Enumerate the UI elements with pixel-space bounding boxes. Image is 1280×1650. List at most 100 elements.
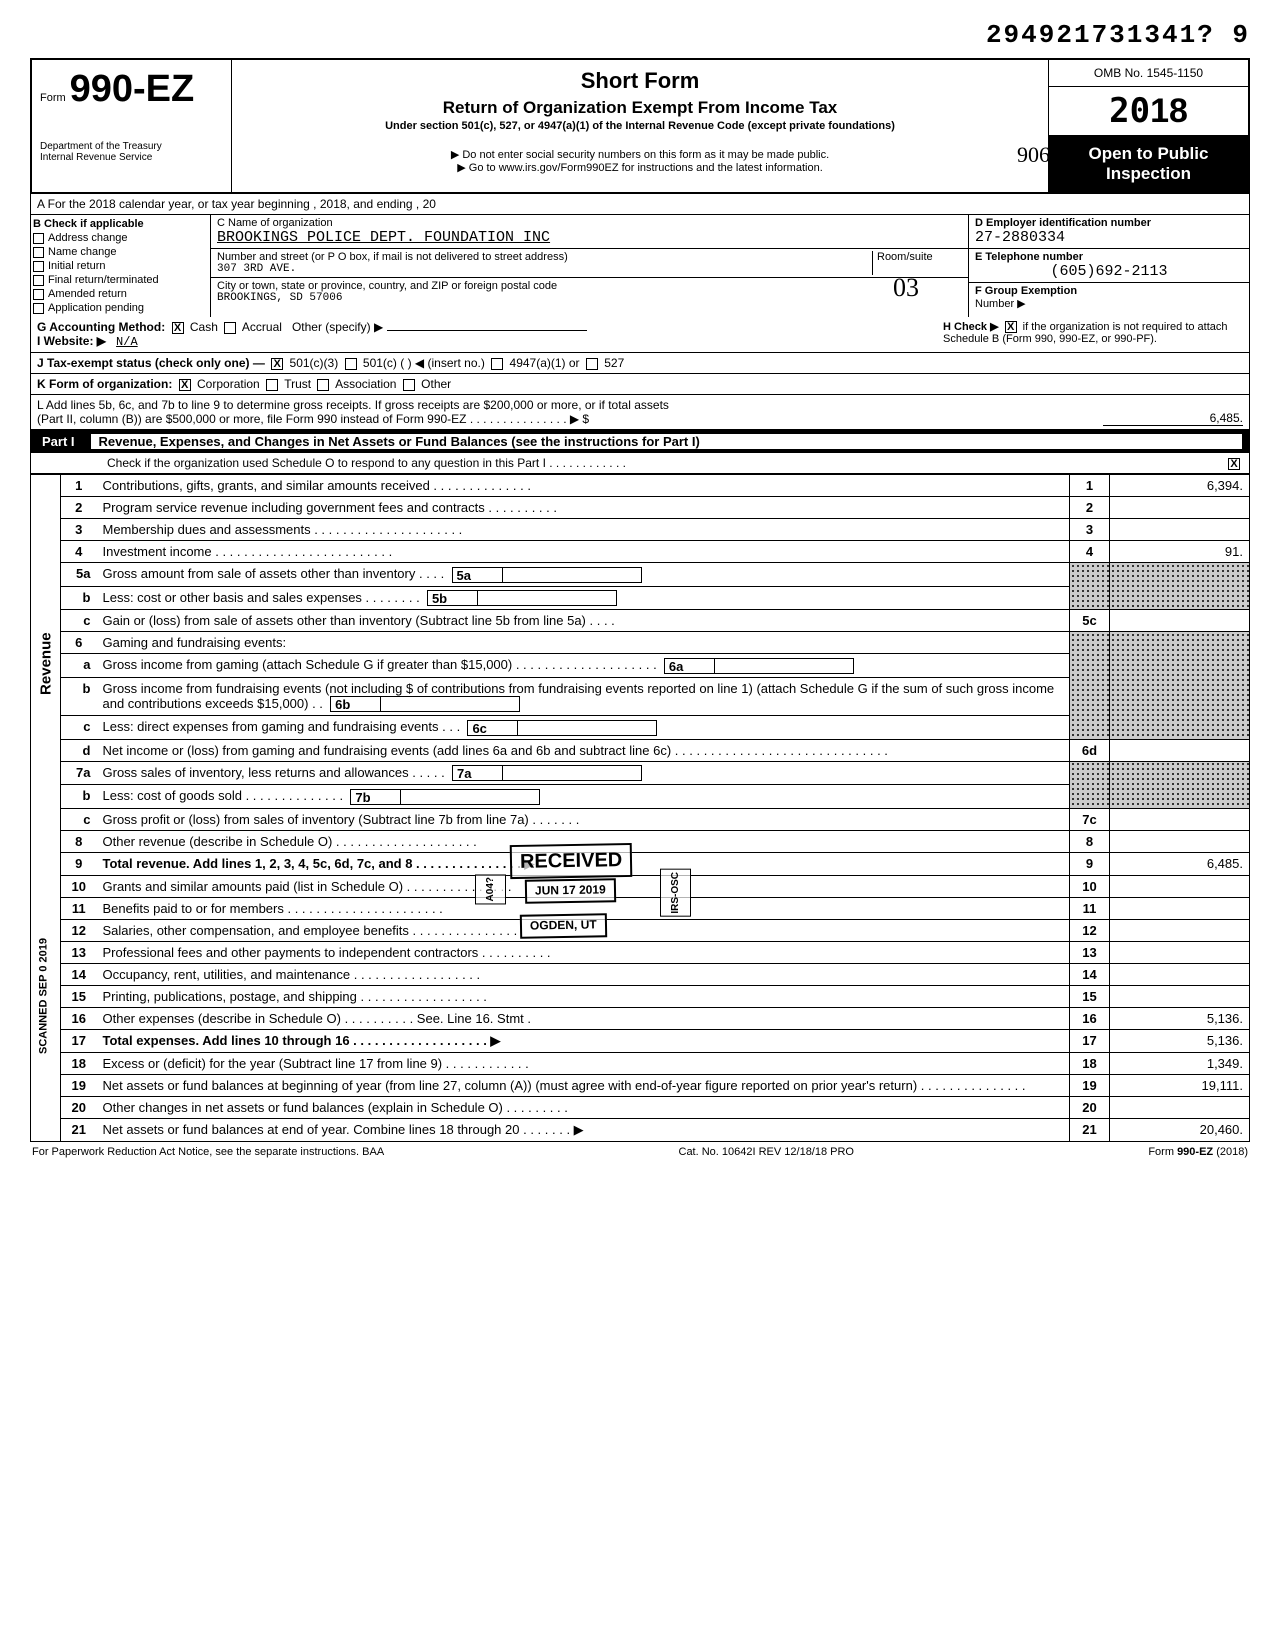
addr-label: Number and street (or P O box, if mail i…: [217, 251, 872, 263]
line-6d-amount: [1110, 739, 1250, 761]
part-1-title: Revenue, Expenses, and Changes in Net As…: [91, 434, 1242, 449]
line-11-amount: [1110, 897, 1250, 919]
line-17-amount: 5,136.: [1110, 1029, 1250, 1052]
line-16-amount: 5,136.: [1110, 1007, 1250, 1029]
footer-paperwork: For Paperwork Reduction Act Notice, see …: [32, 1146, 384, 1158]
line-10-amount: [1110, 875, 1250, 897]
right-header-cell: OMB No. 1545-1150 2018 Open to Public In…: [1048, 60, 1248, 192]
line-5c-amount: [1110, 610, 1250, 632]
chk-final-return[interactable]: Final return/terminated: [33, 273, 208, 287]
street-address: 307 3RD AVE.: [217, 263, 872, 275]
revenue-side-label: Revenue: [31, 475, 61, 853]
line-12-amount: [1110, 919, 1250, 941]
footer-form-ref: Form Form 990-EZ (2018)990-EZ (2018): [1148, 1146, 1248, 1158]
row-j: J Tax-exempt status (check only one) — X…: [30, 353, 1250, 374]
room-handwritten: 03: [893, 273, 919, 303]
page-footer: For Paperwork Reduction Act Notice, see …: [30, 1142, 1250, 1162]
tax-year: 2018: [1049, 87, 1248, 136]
b-label: B Check if applicable: [33, 217, 208, 231]
chk-amended-return[interactable]: Amended return: [33, 287, 208, 301]
stamp-side-right: IRS-OSC: [660, 869, 691, 917]
line-2-amount: [1110, 497, 1250, 519]
document-id: 294921731341? 9: [30, 20, 1250, 50]
chk-501c[interactable]: [345, 358, 357, 370]
city-label: City or town, state or province, country…: [217, 280, 962, 292]
chk-name-change[interactable]: Name change: [33, 245, 208, 259]
handwritten-906: 906: [1017, 142, 1050, 168]
line-14-amount: [1110, 963, 1250, 985]
form-number-cell: Form 990-EZ Department of the Treasury I…: [32, 60, 232, 192]
line-7c-amount: [1110, 808, 1250, 830]
line-15-amount: [1110, 985, 1250, 1007]
chk-initial-return[interactable]: Initial return: [33, 259, 208, 273]
chk-trust[interactable]: [266, 379, 278, 391]
form-prefix: Form: [40, 92, 66, 104]
chk-schedule-o[interactable]: X: [1228, 458, 1240, 470]
column-de: D Employer identification number 27-2880…: [969, 215, 1249, 317]
line-20-amount: [1110, 1096, 1250, 1118]
e-label: E Telephone number: [975, 251, 1243, 263]
line-21-amount: 20,460.: [1110, 1118, 1250, 1141]
chk-501c3[interactable]: X: [271, 358, 283, 370]
dept-irs: Internal Revenue Service: [40, 152, 223, 163]
line-1-amount: 6,394.: [1110, 475, 1250, 497]
website-value: N/A: [116, 335, 138, 349]
line-13-amount: [1110, 941, 1250, 963]
chk-accrual[interactable]: [224, 322, 236, 334]
line-3-amount: [1110, 519, 1250, 541]
dept-treasury: Department of the Treasury: [40, 111, 223, 152]
under-section: Under section 501(c), 527, or 4947(a)(1)…: [240, 120, 1040, 132]
line-19-amount: 19,111.: [1110, 1074, 1250, 1096]
line-4-amount: 91.: [1110, 541, 1250, 563]
city-state-zip: BROOKINGS, SD 57006: [217, 292, 962, 304]
part-1-label: Part I: [38, 434, 91, 449]
received-stamp: RECEIVED: [510, 843, 633, 879]
room-label: Room/suite: [877, 251, 962, 263]
omb-number: OMB No. 1545-1150: [1049, 60, 1248, 87]
row-i: I Website: ▶ N/A: [37, 334, 943, 349]
chk-cash[interactable]: X: [172, 322, 184, 334]
note-website: ▶ Go to www.irs.gov/Form990EZ for instru…: [240, 161, 1040, 174]
f-label: F Group Exemption: [975, 285, 1243, 297]
column-b-checkboxes: B Check if applicable Address change Nam…: [31, 215, 211, 317]
line-18-amount: 1,349.: [1110, 1052, 1250, 1074]
ein: 27-2880334: [975, 229, 1243, 246]
column-c-org-info: C Name of organization BROOKINGS POLICE …: [211, 215, 969, 317]
row-g: G Accounting Method: X Cash Accrual Othe…: [37, 320, 943, 334]
chk-address-change[interactable]: Address change: [33, 231, 208, 245]
org-name: BROOKINGS POLICE DEPT. FOUNDATION INC: [217, 229, 962, 246]
part-1-header: Part I Revenue, Expenses, and Changes in…: [30, 430, 1250, 453]
form-header: Form 990-EZ Department of the Treasury I…: [30, 58, 1250, 194]
row-a-calendar-year: A For the 2018 calendar year, or tax yea…: [30, 194, 1250, 215]
line-8-amount: [1110, 830, 1250, 852]
line-9-amount: 6,485.: [1110, 852, 1250, 875]
gross-receipts-amount: 6,485.: [1103, 411, 1243, 426]
open-to-public: Open to Public Inspection: [1049, 136, 1248, 192]
row-h: H Check ▶ X if the organization is not r…: [943, 320, 1243, 349]
chk-527[interactable]: [586, 358, 598, 370]
telephone: (605)692-2113: [975, 263, 1243, 280]
chk-application-pending[interactable]: Application pending: [33, 301, 208, 315]
d-label: D Employer identification number: [975, 217, 1243, 229]
chk-association[interactable]: [317, 379, 329, 391]
c-label: C Name of organization: [217, 217, 962, 229]
part-1-table: Revenue 1Contributions, gifts, grants, a…: [30, 474, 1250, 1142]
received-date-stamp: JUN 17 2019: [525, 878, 616, 903]
chk-4947[interactable]: [491, 358, 503, 370]
chk-other-org[interactable]: [403, 379, 415, 391]
footer-cat-no: Cat. No. 10642I REV 12/18/18 PRO: [679, 1146, 855, 1158]
form-number: 990-EZ: [70, 68, 195, 110]
note-ssn: ▶ Do not enter social security numbers o…: [240, 148, 1040, 161]
title-cell: Short Form Return of Organization Exempt…: [232, 60, 1048, 192]
row-l: L Add lines 5b, 6c, and 7b to line 9 to …: [30, 395, 1250, 430]
section-bcde: B Check if applicable Address change Nam…: [30, 215, 1250, 317]
chk-h[interactable]: X: [1005, 321, 1017, 333]
ogden-stamp: OGDEN, UT: [520, 913, 607, 938]
row-k: K Form of organization: X Corporation Tr…: [30, 374, 1250, 395]
stamp-side-left: A04?: [475, 874, 506, 904]
form-title: Short Form: [240, 68, 1040, 94]
chk-corporation[interactable]: X: [179, 379, 191, 391]
scanned-side-label: SCANNED SEP 0 2019: [31, 852, 61, 1141]
part-1-check-line: Check if the organization used Schedule …: [30, 453, 1250, 474]
f-label-2: Number ▶: [975, 297, 1243, 310]
